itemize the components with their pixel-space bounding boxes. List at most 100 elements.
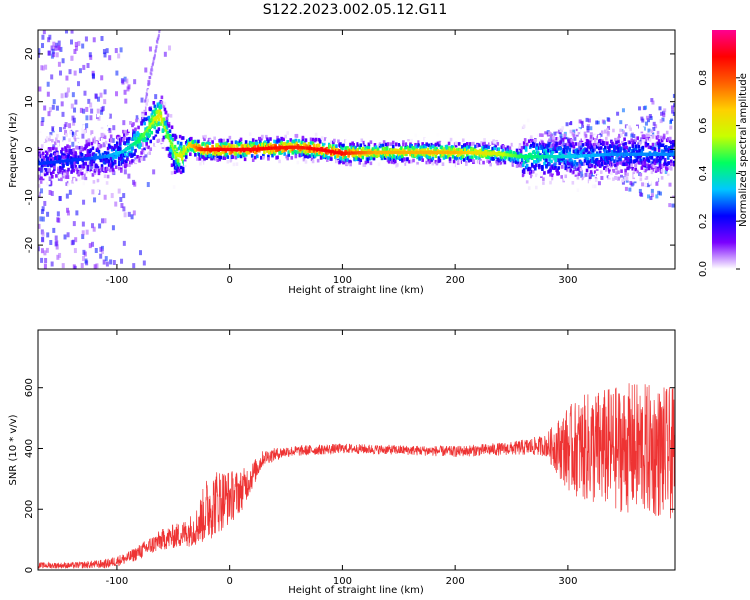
spectrogram-cell [68,138,71,142]
spectrogram-noise-cell [71,132,75,138]
spectrogram-cell [322,139,326,144]
spectrogram-cell [610,144,613,149]
spectrogram-noise-cell [650,188,654,193]
spectrogram-cell [566,146,570,150]
spectrogram-cell [476,162,479,167]
spectrogram-cell [91,134,95,138]
spectrogram-cell [555,127,558,132]
spectrogram-cell [622,154,625,158]
spectrogram-cell [582,152,586,156]
spectrogram-noise-cell [70,30,74,34]
spectrogram-cell [278,144,281,148]
spectrogram-cell [420,145,423,149]
spectrogram-cell [416,161,419,166]
spectrogram-cell [595,145,599,149]
spectrogram-cell [82,125,86,130]
spectrogram-cell [266,149,269,153]
spectrogram-cell [591,148,595,153]
spectrogram-cell [531,176,535,181]
spectrogram-cell [66,162,69,167]
spectrogram-cell [160,100,164,105]
spectrogram-cell [482,147,485,151]
spectrogram-cell [122,163,125,168]
spectrogram-cell [463,145,467,150]
spectrogram-noise-cell [660,111,664,116]
spectrogram-cell [239,141,243,146]
spectrogram-noise-cell [668,203,672,208]
spectrogram-cell [51,174,54,179]
spectrogram-noise-cell [38,223,41,229]
spectrogram-cell [535,185,538,190]
spectrogram-cell [529,135,533,139]
spectrogram-cell [244,140,248,144]
spectrogram-cell [144,127,147,131]
spectrogram-cell [398,143,401,147]
spectrogram-cell [110,147,114,152]
spectrogram-cell [401,156,404,161]
spectrogram-cell [403,157,406,162]
spectrogram-cell [391,146,395,151]
spectrogram-cell [599,146,603,150]
spectrogram-cell [590,159,594,164]
spectrogram-cell [249,137,253,141]
spectrogram-noise-cell [51,48,55,54]
spectrogram-noise-cell [671,161,675,166]
spectrogram-cell [554,144,557,148]
spectrogram-cell [156,109,160,114]
spectrogram-cell [116,134,120,139]
spectrogram-cell [97,171,101,176]
spectrogram-cell [182,153,186,158]
spectrogram-noise-cell [578,144,582,149]
spectrogram-cell [115,172,119,177]
spectrogram-cell [138,140,141,145]
spectrogram-cell [514,160,518,164]
spectrogram-streak-cell [155,46,158,50]
spectrogram-cell [627,158,630,163]
spectrogram-cell [635,126,639,130]
spectrogram-cell [552,136,555,140]
spectrogram-noise-cell [135,115,139,121]
spectrogram-noise-cell [553,131,557,136]
spectrogram-cell [612,135,615,140]
spectrogram-cell [163,101,167,106]
spectrogram-cell [641,145,645,150]
spectrogram-cell [98,153,102,158]
spectrogram-noise-cell [576,172,580,177]
spectrogram-cell [385,147,389,151]
spectrogram-cell [354,154,357,158]
spectrogram-cell [394,142,398,147]
spectrogram-cell [588,173,592,177]
spectrogram-cell [164,110,168,115]
spectrogram-cell [444,155,448,159]
spectrogram-noise-cell [40,121,44,127]
spectrogram-noise-cell [50,261,54,267]
spectrogram-cell [621,178,624,183]
spectrogram-cell [101,152,105,157]
spectrogram-cell [184,155,188,159]
spectrogram-cell [114,167,118,172]
spectrogram-noise-cell [70,39,74,45]
spectrogram-cell [78,146,82,150]
spectrogram-noise-cell [74,41,78,47]
spectrogram-cell [130,150,133,155]
spectrogram-cell [202,141,205,146]
spectrogram-cell [165,118,169,123]
spectrogram-cell [533,138,537,143]
spectrogram-cell [59,155,62,160]
spectrogram-cell [536,143,539,147]
spectrogram-cell [153,125,157,130]
spectrogram-cell [45,171,49,176]
spectrogram-cell [200,150,203,155]
spectrogram-cell [100,164,104,168]
spectrogram-cell [170,171,174,175]
spectrogram-cell [630,163,633,168]
spectrogram-cell [337,139,340,144]
spectrogram-cell [235,135,239,139]
spectrogram-cell [111,130,115,135]
spectrogram-noise-cell [65,30,69,34]
spectrogram-cell [494,143,498,148]
spectrogram-noise-cell [115,70,119,76]
spectrogram-cell [608,156,611,161]
spectrogram-cell [431,144,435,149]
spectrogram-noise-cell [74,99,78,105]
